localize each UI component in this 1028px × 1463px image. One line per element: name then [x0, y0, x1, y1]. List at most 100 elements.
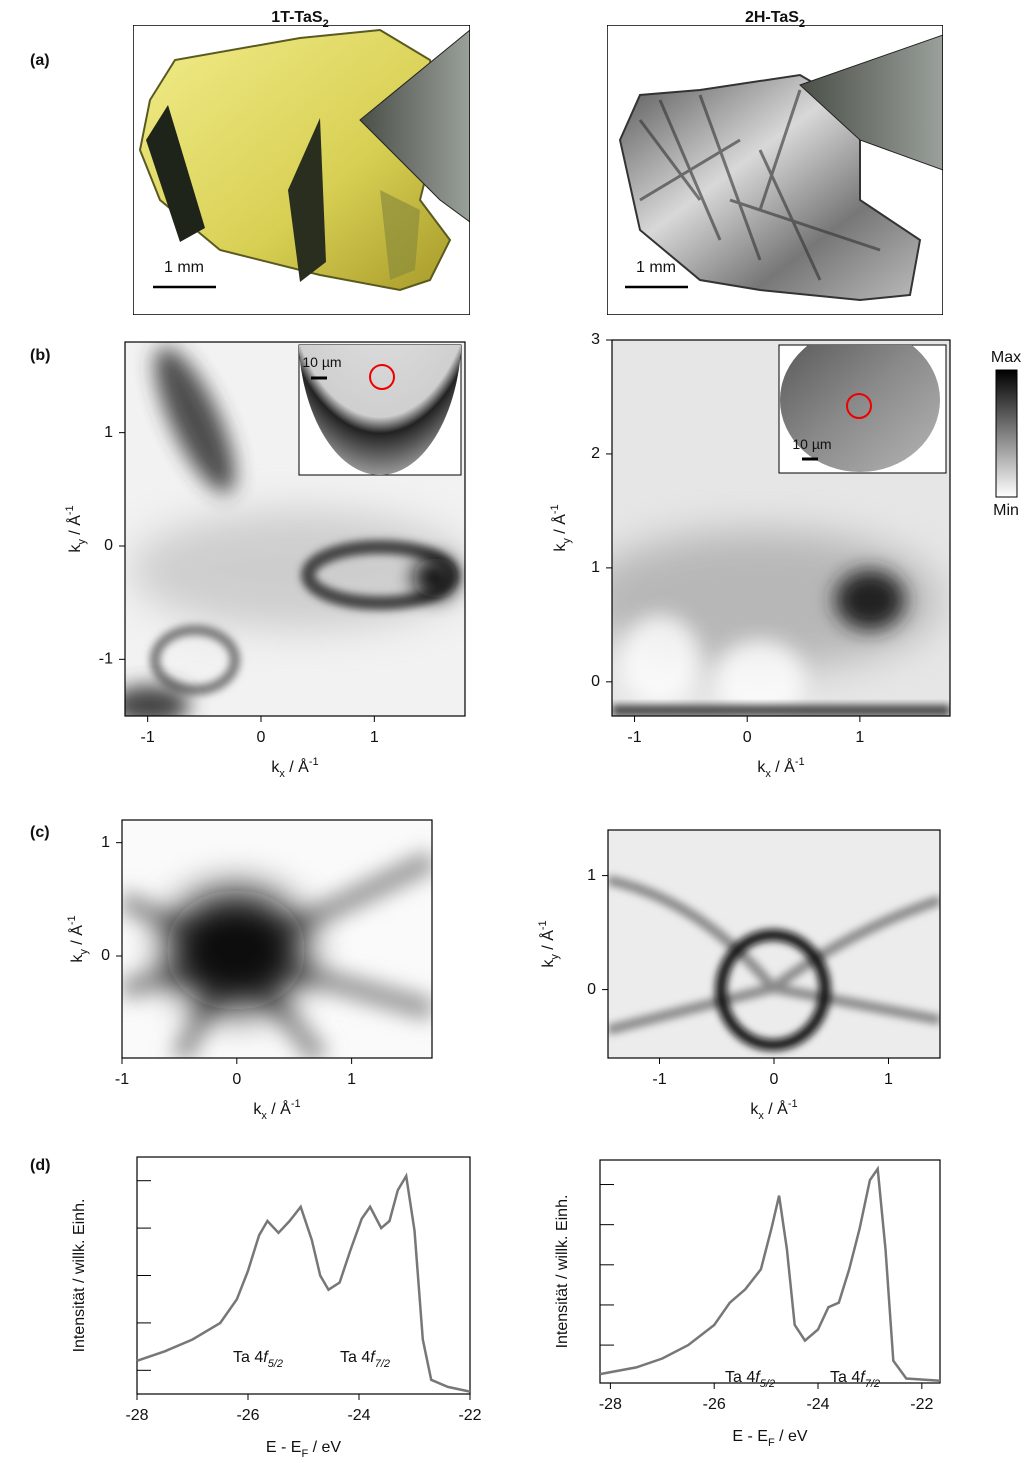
x-tick-label: -1	[652, 1071, 666, 1088]
y-tick-label: 3	[591, 331, 600, 348]
y-axis-label: ky / Å-1	[549, 504, 573, 551]
y-tick-label: 2	[591, 445, 600, 462]
x-tick-label: -24	[347, 1407, 370, 1424]
x-axis-label-part: x	[279, 768, 285, 780]
x-axis-label-part: x	[765, 768, 771, 780]
x-tick-label: -24	[806, 1396, 829, 1413]
peak-annotation-part: f	[860, 1369, 866, 1386]
y-tick-label: 0	[104, 537, 113, 554]
y-axis-label-part: k	[67, 544, 84, 553]
y-tick-label: 0	[591, 673, 600, 690]
x-tick-label: 0	[232, 1071, 241, 1088]
x-axis-label-part: / Å	[267, 1099, 291, 1118]
x-axis-label-part: x	[758, 1110, 764, 1122]
y-axis-label-part: k	[540, 959, 557, 968]
peak-annotation-part: Ta 4	[830, 1369, 860, 1386]
x-tick-label: 1	[347, 1071, 356, 1088]
peak-annotation-part: 5/2	[268, 1358, 283, 1370]
x-axis-label: kx / Å-1	[757, 756, 804, 780]
y-tick-label: 1	[591, 559, 600, 576]
peak-annotation-part: f	[263, 1349, 269, 1366]
x-axis-label-part: / eV	[308, 1439, 341, 1456]
arpes-map	[612, 340, 950, 716]
y-axis-label-part: -1	[64, 505, 76, 515]
x-axis-label-part: -1	[795, 756, 805, 768]
x-tick-label: -1	[141, 729, 155, 746]
y-axis-label: Intensität / willk. Einh.	[71, 1199, 88, 1353]
y-axis-label: Intensität / willk. Einh.	[554, 1195, 571, 1349]
x-axis-label-part: -1	[309, 756, 319, 768]
plot-frame	[599, 1159, 941, 1384]
scale-bar-label: 1 mm	[164, 259, 204, 276]
x-axis-label-part: / Å	[285, 757, 309, 776]
spectrum-line	[599, 1165, 941, 1383]
y-axis-label: ky / Å-1	[66, 915, 90, 962]
x-tick-label: 0	[743, 729, 752, 746]
x-axis-label: kx / Å-1	[271, 756, 318, 780]
y-axis-label-part: / Å	[65, 515, 84, 539]
x-tick-label: 1	[855, 729, 864, 746]
peak-annotation-part: 5/2	[760, 1378, 775, 1390]
y-axis-label-part: y	[561, 538, 573, 544]
x-axis-label: E - EF / eV	[266, 1439, 342, 1460]
peak-annotation: Ta 4f7/2	[340, 1349, 390, 1370]
colorbar-max: Max	[991, 349, 1021, 366]
x-axis-label-part: / Å	[771, 757, 795, 776]
x-axis-label-part: x	[261, 1110, 267, 1122]
y-axis-label-part: k	[552, 543, 569, 552]
x-axis-label-part: F	[768, 1437, 775, 1449]
y-axis-label-part: y	[549, 954, 561, 960]
x-axis-label-part: / eV	[775, 1428, 808, 1445]
x-tick-label: -22	[910, 1396, 933, 1413]
inset-scale-label: 10 µm	[792, 436, 831, 452]
y-axis-label-part: -1	[66, 915, 78, 925]
x-axis-label-part: k	[271, 759, 280, 776]
x-tick-label: -28	[125, 1407, 148, 1424]
colorbar-min: Min	[993, 502, 1019, 519]
x-tick-label: 0	[770, 1071, 779, 1088]
peak-annotation: Ta 4f5/2	[725, 1369, 775, 1390]
column-title: 1T-TaS2	[271, 9, 328, 30]
x-tick-label: -28	[599, 1396, 622, 1413]
column-title: 2H-TaS2	[745, 9, 805, 30]
y-axis-label-part: k	[69, 954, 86, 963]
peak-annotation: Ta 4f7/2	[830, 1369, 880, 1390]
plot-frame	[611, 339, 951, 717]
x-axis-label-part: / Å	[764, 1099, 788, 1118]
panel-label: (a)	[30, 52, 50, 69]
spectrum-line	[136, 1172, 471, 1393]
column-title-part: 2	[323, 18, 329, 30]
column-title-part: 2	[799, 18, 805, 30]
inset-scale-label: 10 µm	[302, 354, 341, 370]
y-tick-label: -1	[99, 651, 113, 668]
colorbar	[995, 369, 1018, 498]
y-axis-label: ky / Å-1	[537, 920, 561, 967]
x-axis-label-part: E - E	[732, 1428, 768, 1445]
x-axis-label-part: E - E	[266, 1439, 302, 1456]
peak-annotation-part: 7/2	[865, 1378, 880, 1390]
x-tick-label: -1	[115, 1071, 129, 1088]
y-axis-label-part: y	[76, 539, 88, 545]
y-axis-label: ky / Å-1	[64, 505, 88, 552]
y-tick-label: 1	[587, 867, 596, 884]
peak-annotation-part: Ta 4	[233, 1349, 263, 1366]
panel-label: (d)	[30, 1157, 50, 1174]
x-axis-label-part: k	[253, 1101, 262, 1118]
photo-2h	[607, 25, 943, 315]
x-tick-label: -22	[458, 1407, 481, 1424]
peak-annotation: Ta 4f5/2	[233, 1349, 283, 1370]
y-axis-label-part: -1	[549, 504, 561, 514]
y-axis-label-part: / Å	[67, 925, 86, 949]
y-axis-label-part: / Å	[538, 930, 557, 954]
x-axis-label-part: k	[750, 1101, 759, 1118]
y-tick-label: 0	[101, 947, 110, 964]
x-axis-label-part: -1	[788, 1098, 798, 1110]
peak-annotation-part: Ta 4	[340, 1349, 370, 1366]
panel-label: (b)	[30, 347, 50, 364]
scale-bar-label: 1 mm	[636, 259, 676, 276]
x-tick-label: -1	[627, 729, 641, 746]
y-axis-label-part: Intensität / willk. Einh.	[554, 1195, 571, 1349]
x-tick-label: 0	[257, 729, 266, 746]
x-tick-label: 1	[370, 729, 379, 746]
